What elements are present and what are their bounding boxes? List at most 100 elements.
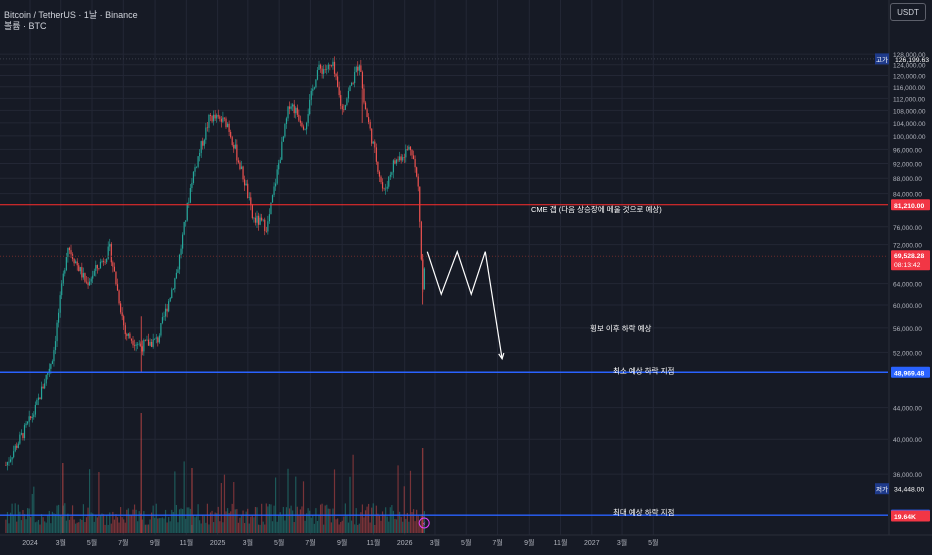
candle-body [25, 423, 27, 426]
candle-body [278, 163, 280, 170]
volume-bar [163, 518, 165, 533]
sideways-zigzag[interactable] [426, 249, 486, 297]
candle-body [332, 61, 334, 67]
candle-body [73, 258, 75, 264]
volume-bar [222, 522, 224, 533]
candle-body [371, 128, 373, 144]
x-tick-label: 2025 [210, 540, 226, 547]
currency-button[interactable]: USDT [890, 3, 926, 21]
volume-bar [109, 512, 111, 533]
volume-indicator-label[interactable]: 볼륨 · BTC [4, 21, 47, 31]
candle-body [318, 64, 320, 71]
candle-body [54, 341, 57, 351]
volume-bar [47, 515, 49, 533]
volume-spike [62, 463, 64, 533]
candle-body [147, 339, 150, 346]
volume-bar [5, 519, 7, 533]
volume-bar [299, 509, 302, 533]
volume-bar [67, 513, 69, 533]
volume-bar [358, 523, 360, 533]
candle-body [124, 325, 126, 335]
volume-bar [56, 505, 58, 533]
volume-bar [357, 524, 359, 533]
x-tick-label: 2027 [584, 540, 600, 547]
volume-bar [213, 522, 215, 533]
volume-bar [295, 476, 297, 533]
candle-body [50, 363, 52, 369]
x-tick-label: 11월 [554, 538, 568, 547]
volume-bar [307, 508, 309, 533]
candle-body [402, 157, 404, 161]
volume-bar [332, 508, 334, 533]
volume-bar [306, 513, 308, 533]
volume-bar [312, 514, 314, 533]
candle-body [281, 141, 283, 160]
candle-body [400, 156, 402, 161]
x-tick-label: 5월 [274, 538, 284, 547]
volume-bar [239, 517, 241, 533]
volume-bar [385, 507, 387, 533]
volume-bar [388, 521, 390, 533]
candle-body [172, 288, 174, 290]
lightning-icon[interactable]: ⚡ [418, 517, 430, 529]
candle-body [62, 273, 64, 284]
candle-body [53, 350, 55, 362]
price-labels: 고가 126,199.63 81,210.00 69,528.28 08:13:42 48… [418, 53, 930, 529]
volume-bar [375, 505, 377, 533]
candle-body [132, 340, 134, 346]
candle-body [275, 183, 277, 187]
candle-body [364, 102, 367, 110]
candle-body [16, 445, 18, 448]
candle-body [405, 149, 407, 158]
volume-bar [6, 512, 9, 533]
volume-bar [281, 514, 283, 533]
candle-body [346, 98, 348, 105]
volume-bar [408, 521, 410, 533]
volume-bar [71, 505, 74, 533]
candle-body [171, 289, 173, 298]
volume-bar [11, 503, 13, 533]
candle-body [149, 341, 151, 346]
volume-bar [423, 511, 426, 533]
volume-bar [166, 522, 168, 533]
candle-body [321, 68, 323, 74]
y-tick-label: 52,000.00 [893, 350, 922, 357]
candle-body [92, 275, 94, 279]
candle-body [219, 116, 221, 119]
volume-bar [230, 511, 232, 533]
candle-body [200, 141, 202, 153]
volume-bar [110, 523, 112, 533]
candle-body [237, 160, 240, 163]
volume-bar [324, 505, 326, 533]
volume-bar [132, 509, 134, 533]
candle-body [44, 383, 46, 389]
candle-body [20, 433, 23, 435]
volume-bar [175, 504, 178, 533]
candle-body [174, 278, 176, 289]
candle-body [242, 166, 244, 180]
candle-body [81, 267, 83, 278]
volume-bar [34, 522, 36, 533]
candle-body [248, 197, 250, 198]
candle-body [152, 339, 154, 347]
volume-bar [292, 510, 294, 533]
candle-body [144, 339, 147, 341]
candle-body [177, 269, 179, 273]
volume-bar [102, 514, 105, 533]
volume-bar [9, 512, 12, 533]
candle-body [282, 136, 284, 142]
volume-bar [76, 522, 78, 533]
down-arrow-line[interactable] [484, 251, 503, 359]
volume-bar [381, 511, 384, 533]
candle-body [158, 335, 160, 343]
candle-body [236, 144, 238, 161]
volume-bar [154, 517, 156, 533]
candle-body [203, 139, 205, 146]
volume-bar [85, 517, 88, 533]
volume-bar [168, 517, 170, 533]
volume-bar [380, 520, 382, 533]
candle-body [310, 90, 312, 100]
candle-body [253, 217, 255, 219]
